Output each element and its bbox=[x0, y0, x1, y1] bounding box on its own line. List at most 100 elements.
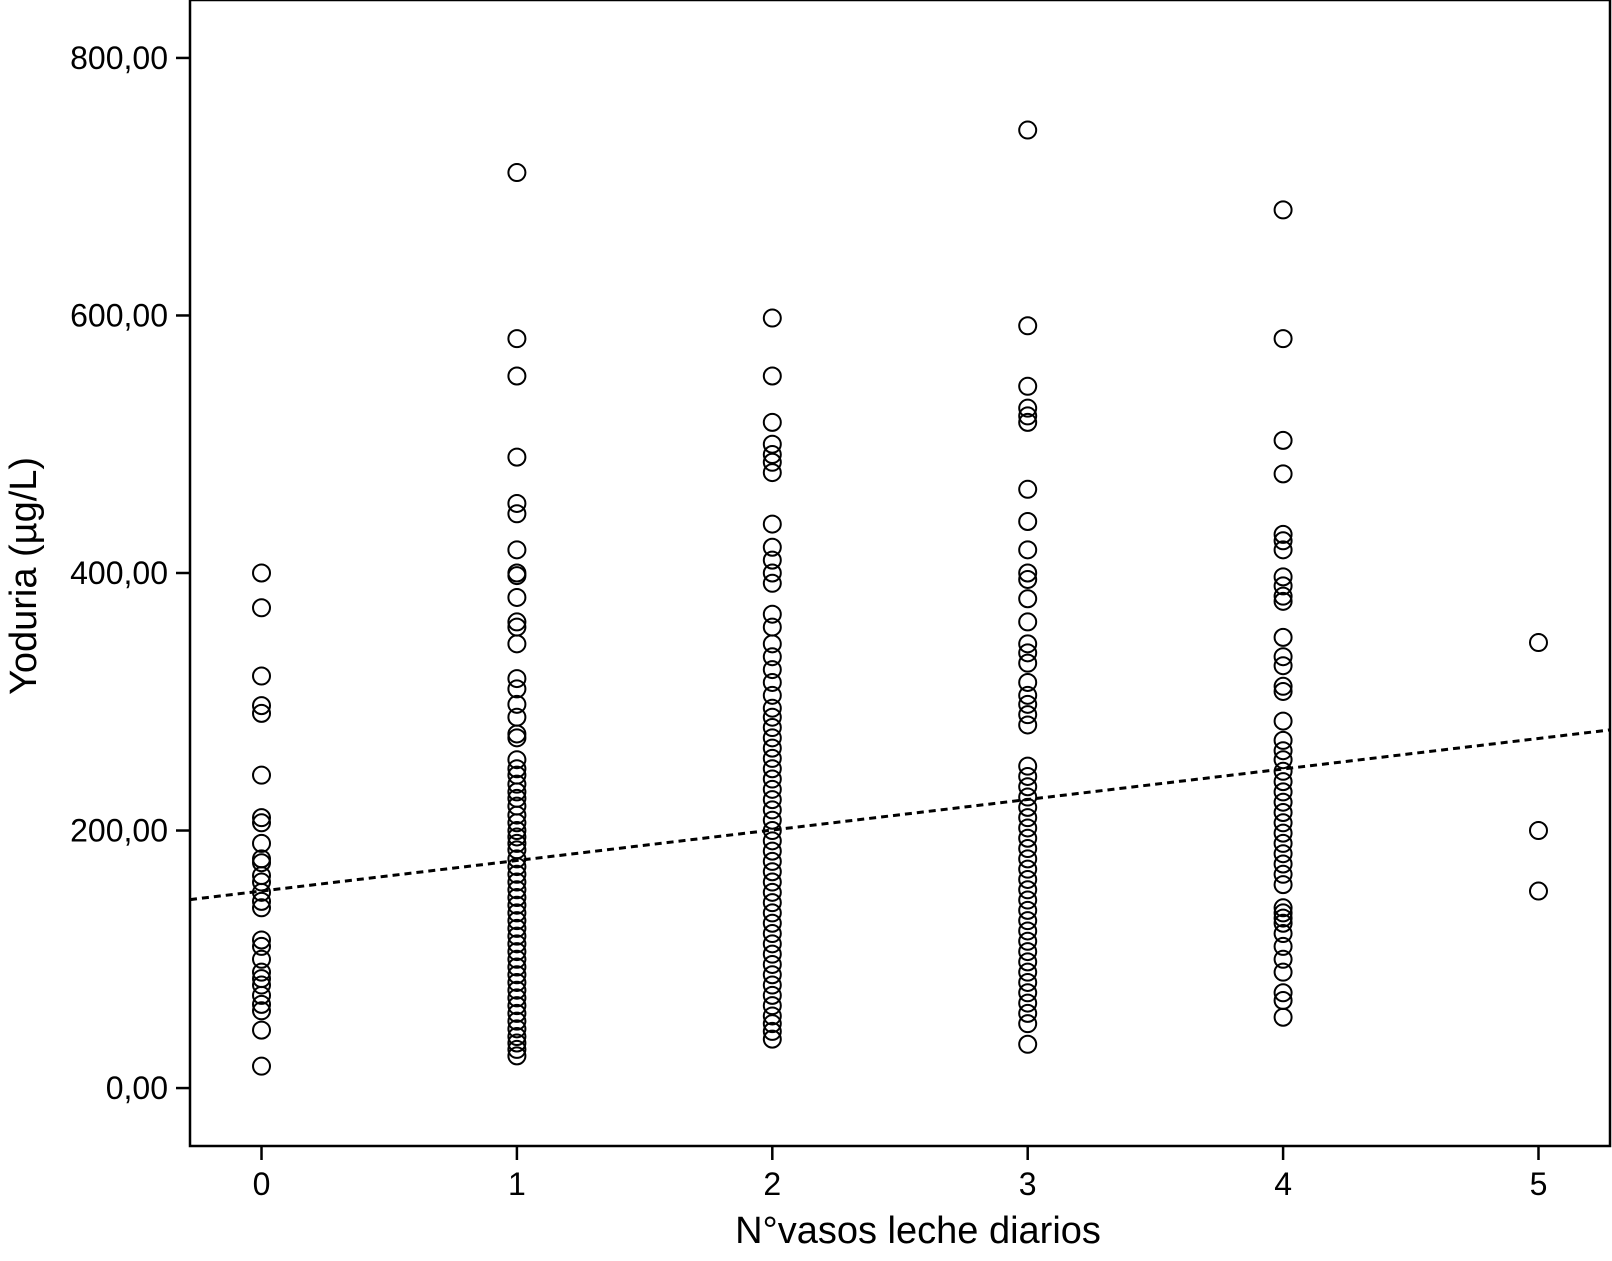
data-point bbox=[1019, 799, 1036, 816]
data-point bbox=[1275, 201, 1292, 218]
data-point bbox=[1530, 634, 1547, 651]
data-point bbox=[764, 619, 781, 636]
data-point bbox=[1275, 629, 1292, 646]
data-point bbox=[764, 915, 781, 932]
data-point bbox=[764, 977, 781, 994]
data-point bbox=[1019, 481, 1036, 498]
data-point bbox=[1019, 974, 1036, 991]
data-point bbox=[253, 599, 270, 616]
data-point bbox=[1275, 794, 1292, 811]
data-point bbox=[508, 164, 525, 181]
data-point bbox=[764, 894, 781, 911]
data-point bbox=[1019, 881, 1036, 898]
data-point bbox=[508, 709, 525, 726]
data-point bbox=[764, 956, 781, 973]
data-point bbox=[1019, 995, 1036, 1012]
data-point bbox=[764, 801, 781, 818]
x-tick-label: 0 bbox=[253, 1166, 271, 1202]
y-tick-label: 800,00 bbox=[70, 40, 168, 76]
data-point bbox=[1019, 912, 1036, 929]
data-point bbox=[253, 850, 270, 867]
data-point bbox=[764, 771, 781, 788]
data-point bbox=[1275, 732, 1292, 749]
data-point bbox=[764, 740, 781, 757]
data-point bbox=[1019, 871, 1036, 888]
x-tick-label: 1 bbox=[508, 1166, 526, 1202]
data-point bbox=[764, 987, 781, 1004]
data-point bbox=[764, 436, 781, 453]
data-point bbox=[1019, 892, 1036, 909]
data-point bbox=[764, 575, 781, 592]
data-point bbox=[508, 729, 525, 746]
data-point bbox=[1275, 773, 1292, 790]
data-point bbox=[1019, 943, 1036, 960]
y-axis-title: Yoduria (µg/L) bbox=[3, 457, 45, 695]
data-point bbox=[764, 843, 781, 860]
data-point bbox=[1275, 964, 1292, 981]
data-point bbox=[253, 668, 270, 685]
data-point bbox=[764, 946, 781, 963]
data-point bbox=[1019, 122, 1036, 139]
y-tick-label: 400,00 bbox=[70, 555, 168, 591]
y-tick-label: 200,00 bbox=[70, 813, 168, 849]
data-point bbox=[508, 505, 525, 522]
data-point bbox=[764, 966, 781, 983]
data-point bbox=[1019, 840, 1036, 857]
data-point bbox=[1019, 933, 1036, 950]
data-point bbox=[764, 760, 781, 777]
data-point bbox=[1019, 953, 1036, 970]
data-point bbox=[1019, 778, 1036, 795]
data-point bbox=[1019, 655, 1036, 672]
data-point bbox=[1019, 1036, 1036, 1053]
data-point bbox=[764, 310, 781, 327]
plot-frame bbox=[190, 0, 1610, 1146]
data-point bbox=[1019, 861, 1036, 878]
data-point bbox=[764, 565, 781, 582]
data-point bbox=[1019, 317, 1036, 334]
data-point bbox=[1275, 330, 1292, 347]
data-point bbox=[1019, 1015, 1036, 1032]
data-point bbox=[1019, 706, 1036, 723]
data-point bbox=[764, 853, 781, 870]
data-point bbox=[1275, 763, 1292, 780]
data-point bbox=[1275, 876, 1292, 893]
data-point bbox=[764, 874, 781, 891]
x-axis-title: N°vasos leche diarios bbox=[735, 1210, 1101, 1252]
data-point bbox=[508, 495, 525, 512]
data-point bbox=[764, 812, 781, 829]
data-point bbox=[508, 589, 525, 606]
data-point bbox=[508, 449, 525, 466]
data-point bbox=[1019, 541, 1036, 558]
data-point bbox=[764, 516, 781, 533]
data-point bbox=[253, 565, 270, 582]
data-point bbox=[1019, 590, 1036, 607]
y-axis: 0,00 200,00 400,00 600,00 800,00 bbox=[70, 40, 190, 1106]
data-point bbox=[764, 367, 781, 384]
data-point bbox=[253, 1058, 270, 1075]
data-point bbox=[764, 832, 781, 849]
data-point bbox=[764, 863, 781, 880]
data-point bbox=[764, 719, 781, 736]
x-tick-label: 5 bbox=[1530, 1166, 1548, 1202]
data-point bbox=[1275, 465, 1292, 482]
y-tick-label: 600,00 bbox=[70, 297, 168, 333]
data-point bbox=[1275, 432, 1292, 449]
data-point bbox=[1275, 804, 1292, 821]
data-point bbox=[508, 680, 525, 697]
data-point bbox=[1019, 819, 1036, 836]
data-point bbox=[1019, 830, 1036, 847]
data-point bbox=[1019, 984, 1036, 1001]
data-point bbox=[1019, 758, 1036, 775]
data-point bbox=[508, 367, 525, 384]
data-point bbox=[1019, 850, 1036, 867]
data-point bbox=[1019, 789, 1036, 806]
y-tick-label: 0,00 bbox=[106, 1070, 168, 1106]
data-point bbox=[508, 725, 525, 742]
data-point bbox=[1019, 378, 1036, 395]
data-point bbox=[1275, 713, 1292, 730]
data-point bbox=[1275, 1009, 1292, 1026]
data-point bbox=[764, 750, 781, 767]
data-point bbox=[1275, 845, 1292, 862]
x-tick-label: 2 bbox=[763, 1166, 781, 1202]
data-point bbox=[1275, 856, 1292, 873]
